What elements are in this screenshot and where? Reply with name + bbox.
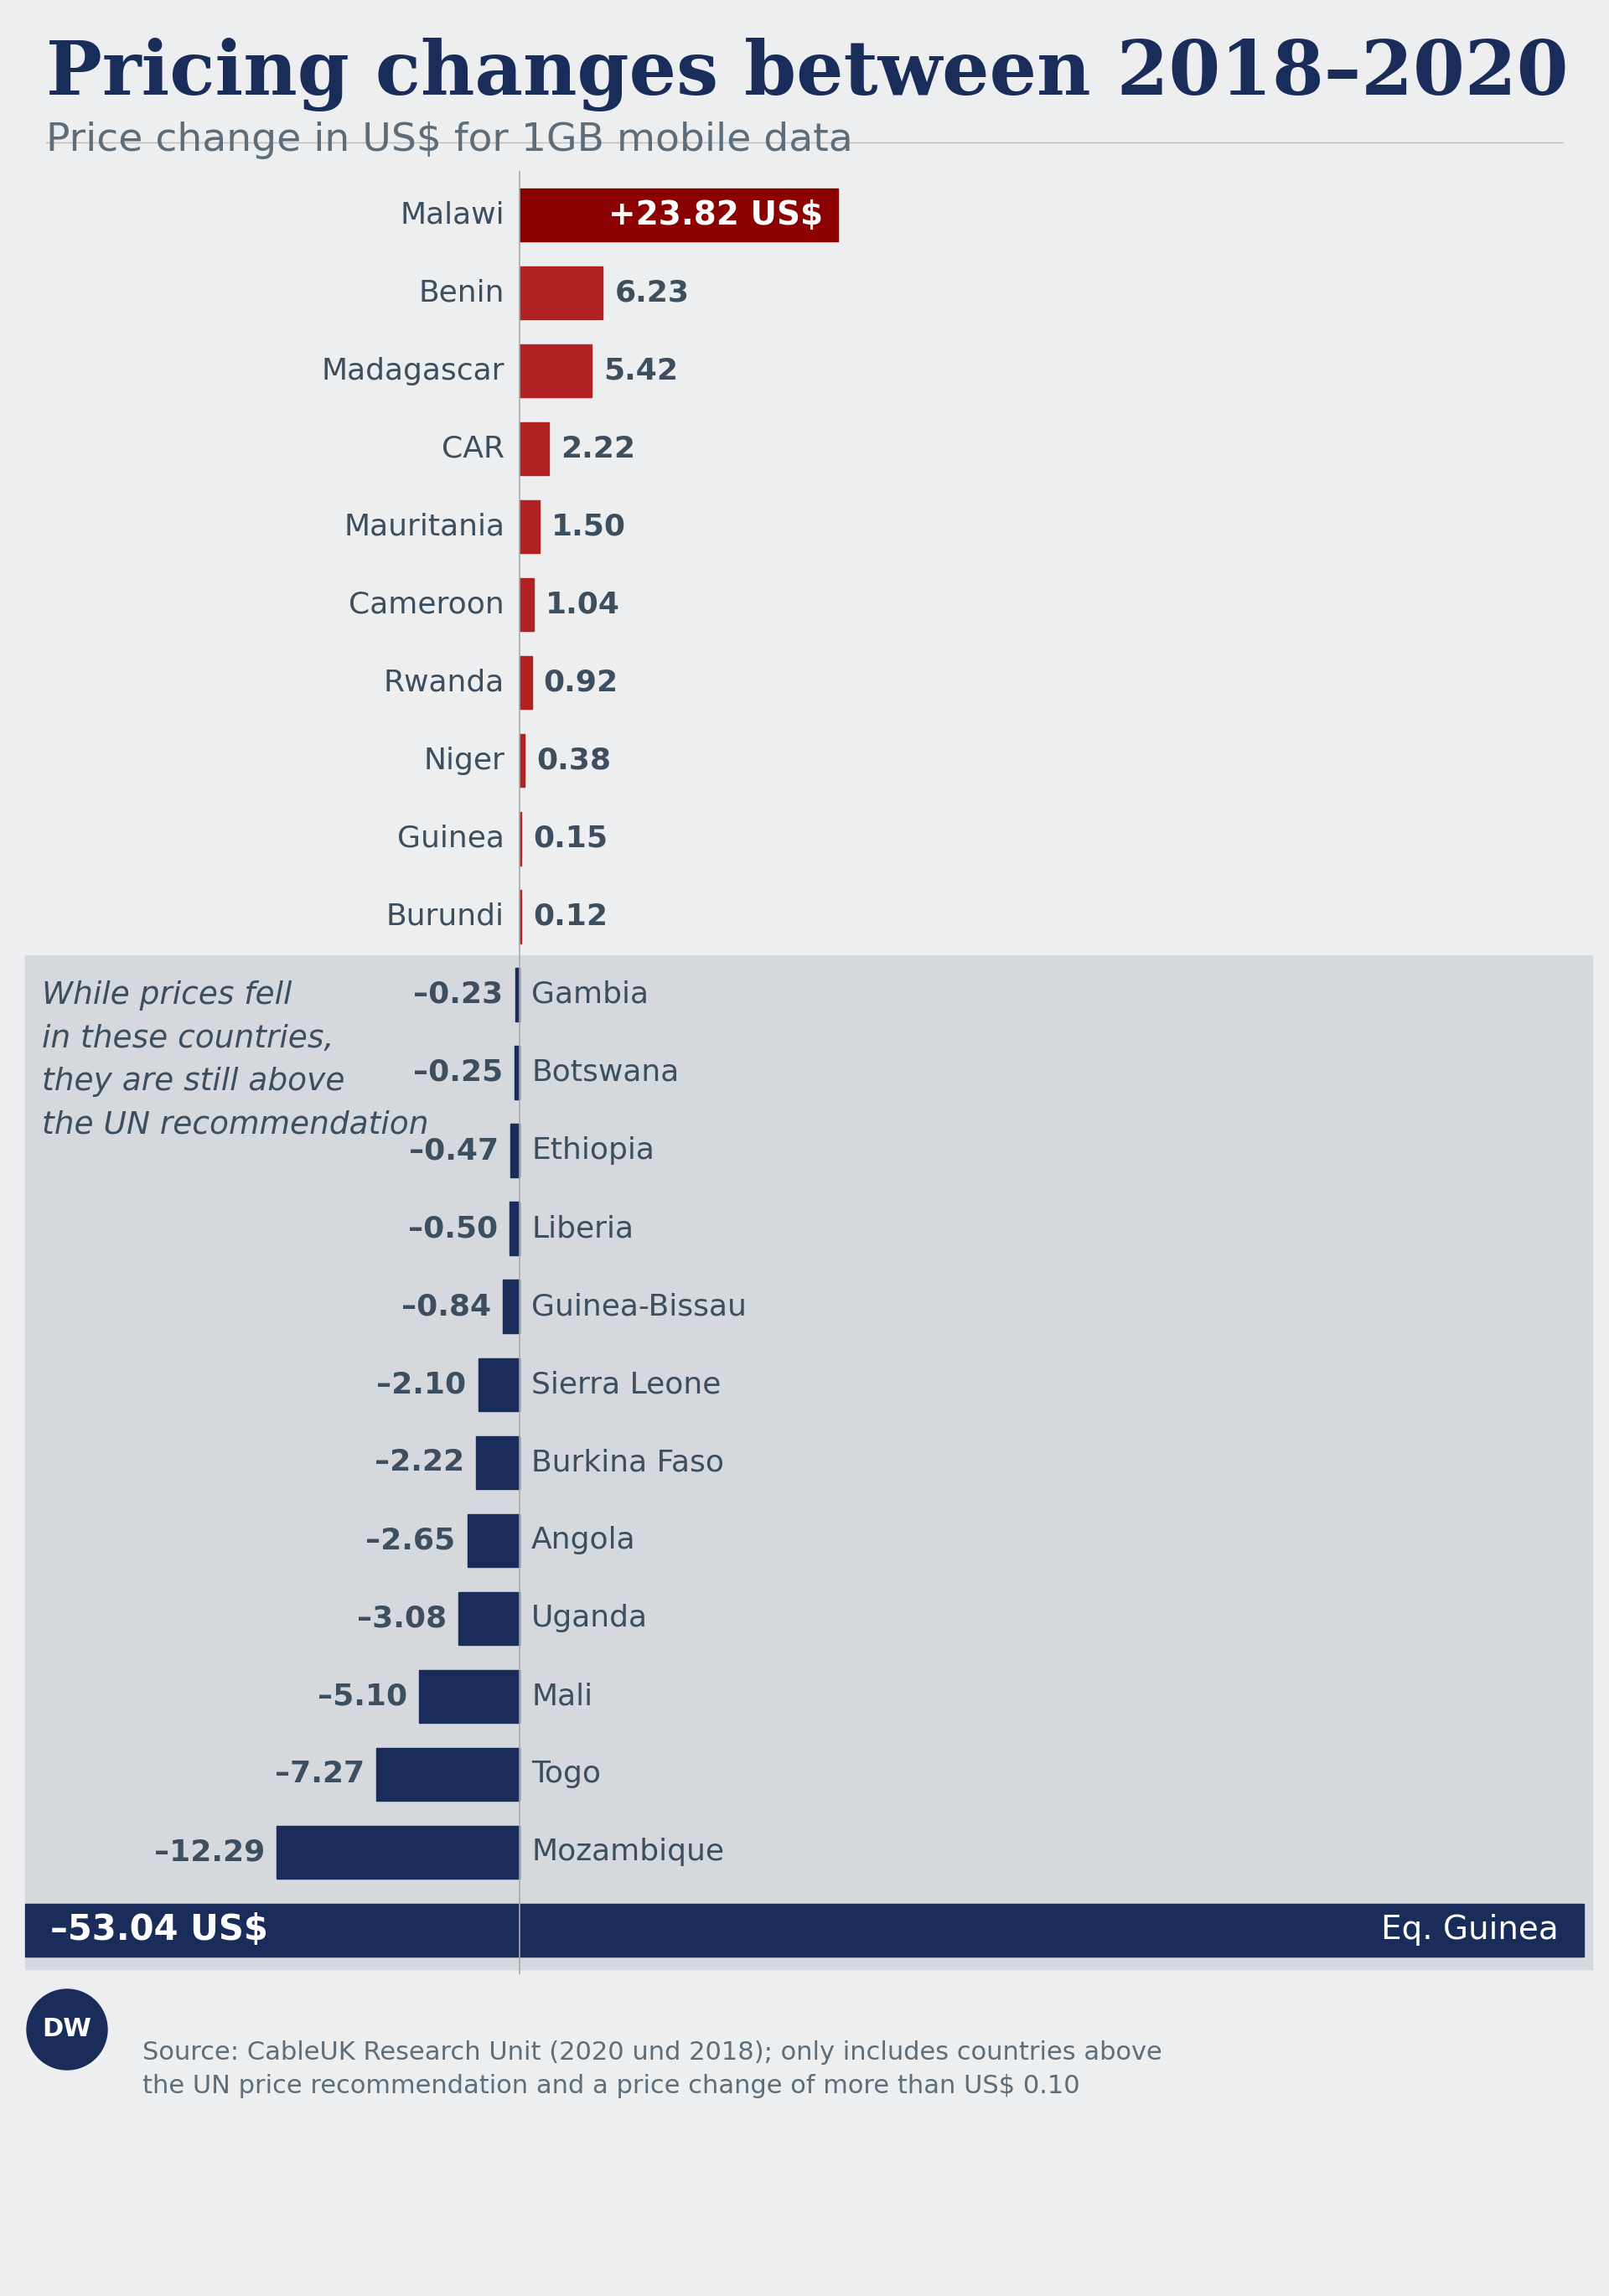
Text: 2.22: 2.22	[562, 434, 636, 464]
Text: 0.92: 0.92	[544, 668, 618, 698]
Text: Sierra Leone: Sierra Leone	[531, 1371, 721, 1398]
Text: 0.12: 0.12	[533, 902, 608, 930]
Text: 1.04: 1.04	[545, 590, 619, 620]
Text: While prices fell
in these countries,
they are still above
the UN recommendation: While prices fell in these countries, th…	[42, 980, 428, 1141]
Text: 6.23: 6.23	[615, 278, 689, 308]
Text: 1.50: 1.50	[552, 512, 626, 542]
Bar	[520, 422, 549, 475]
Text: Madagascar: Madagascar	[322, 356, 505, 386]
Text: –5.10: –5.10	[317, 1683, 407, 1711]
Text: Eq. Guinea: Eq. Guinea	[1381, 1915, 1559, 1947]
Bar	[520, 735, 525, 788]
Text: Price change in US$ for 1GB mobile data: Price change in US$ for 1GB mobile data	[47, 122, 853, 158]
Bar	[478, 1357, 520, 1412]
Text: Angola: Angola	[531, 1527, 636, 1554]
Text: Ethiopia: Ethiopia	[531, 1137, 655, 1164]
Text: CAR: CAR	[441, 434, 505, 464]
Bar	[520, 188, 838, 241]
Text: –0.50: –0.50	[409, 1215, 497, 1242]
Bar	[520, 579, 534, 631]
Text: –2.22: –2.22	[375, 1449, 463, 1476]
Text: Cameroon: Cameroon	[349, 590, 505, 620]
Text: Gambia: Gambia	[531, 980, 648, 1008]
Text: Mali: Mali	[531, 1683, 592, 1711]
Bar	[510, 1203, 520, 1256]
Text: –0.25: –0.25	[414, 1058, 504, 1086]
Text: –0.84: –0.84	[402, 1293, 491, 1320]
Text: –0.23: –0.23	[414, 980, 504, 1008]
Bar	[520, 813, 521, 866]
Text: Rwanda: Rwanda	[383, 668, 505, 698]
Bar	[520, 344, 592, 397]
Text: Mozambique: Mozambique	[531, 1839, 724, 1867]
Text: –12.29: –12.29	[154, 1839, 265, 1867]
Text: Uganda: Uganda	[531, 1605, 648, 1632]
Text: –2.65: –2.65	[365, 1527, 455, 1554]
Text: –53.04 US$: –53.04 US$	[50, 1913, 269, 1947]
Text: Togo: Togo	[531, 1761, 600, 1789]
Bar	[515, 969, 520, 1022]
Bar	[504, 1279, 520, 1334]
Bar	[418, 1669, 520, 1722]
Text: Burkina Faso: Burkina Faso	[531, 1449, 724, 1476]
Text: –7.27: –7.27	[275, 1761, 364, 1789]
Bar	[459, 1591, 520, 1644]
Circle shape	[27, 1988, 108, 2069]
Text: Pricing changes between 2018–2020: Pricing changes between 2018–2020	[47, 37, 1569, 113]
Bar	[510, 1125, 520, 1178]
Text: Source: CableUK Research Unit (2020 und 2018); only includes countries above
the: Source: CableUK Research Unit (2020 und …	[143, 2041, 1162, 2099]
Text: Guinea-Bissau: Guinea-Bissau	[531, 1293, 747, 1320]
Bar	[515, 1047, 520, 1100]
Bar	[277, 1825, 520, 1878]
Text: –2.10: –2.10	[377, 1371, 467, 1398]
Text: 5.42: 5.42	[603, 356, 679, 386]
Text: Liberia: Liberia	[531, 1215, 634, 1242]
Bar	[520, 501, 539, 553]
Bar	[26, 955, 1593, 1970]
Text: DW: DW	[42, 2018, 92, 2041]
Bar	[520, 657, 533, 709]
Text: –0.47: –0.47	[409, 1137, 499, 1164]
Text: Niger: Niger	[423, 746, 505, 776]
Text: Malawi: Malawi	[401, 200, 505, 230]
Bar	[26, 1903, 1583, 1956]
Text: Guinea: Guinea	[397, 824, 505, 852]
Bar	[476, 1435, 520, 1488]
Text: 0.15: 0.15	[533, 824, 608, 852]
Bar	[520, 266, 603, 319]
Text: –3.08: –3.08	[357, 1605, 447, 1632]
Text: +23.82 US$: +23.82 US$	[608, 200, 822, 232]
Text: Benin: Benin	[418, 278, 505, 308]
Text: Botswana: Botswana	[531, 1058, 679, 1086]
Bar	[467, 1513, 520, 1566]
Text: Mauritania: Mauritania	[344, 512, 505, 542]
Bar	[377, 1747, 520, 1800]
Text: 0.38: 0.38	[536, 746, 611, 776]
Text: Burundi: Burundi	[386, 902, 505, 930]
